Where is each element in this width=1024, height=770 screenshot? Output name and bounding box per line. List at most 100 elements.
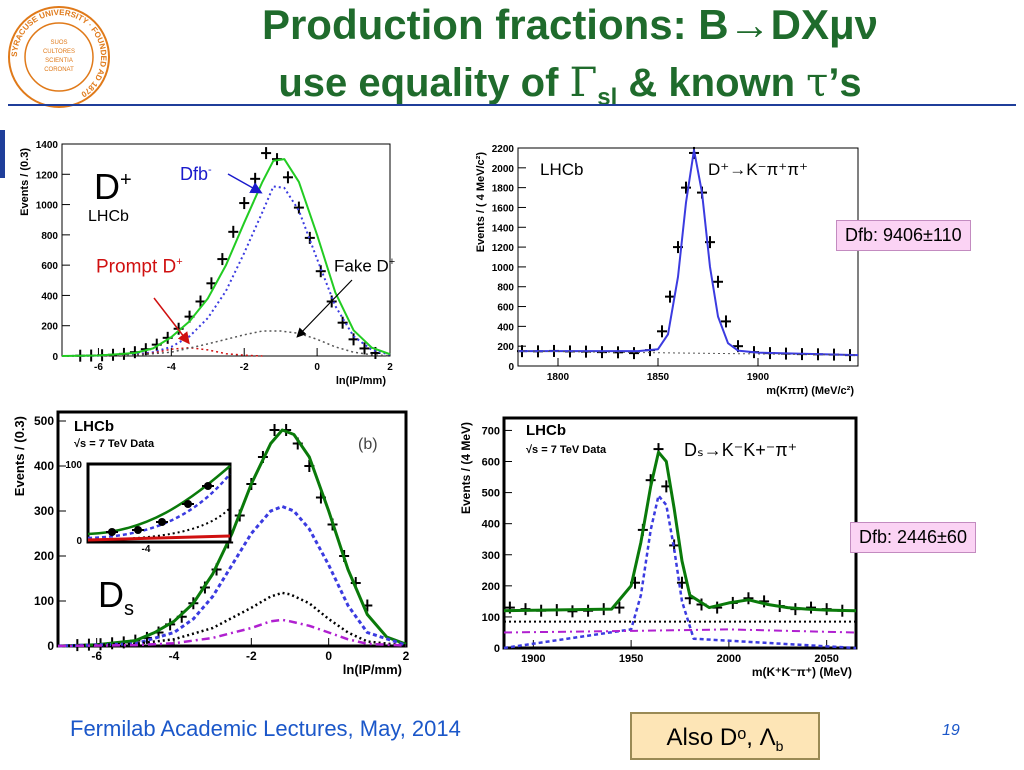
ds_mass-ylabel: Events / (4 MeV)	[459, 422, 473, 514]
ds-mass-lhcb: LHCb	[526, 422, 566, 439]
dplus_ip-xtick-label: 0	[314, 362, 320, 373]
fake-arrow	[296, 279, 353, 338]
dplus_ip-ytick-label: 0	[52, 352, 58, 363]
dplus_mass-xlabel: m(Kππ) (MeV/c²)	[766, 385, 854, 397]
dplus_mass-ytick-label: 600	[497, 303, 514, 314]
dplus_mass-ytick-label: 2000	[492, 164, 515, 175]
ds_ip-xtick-label: 0	[325, 649, 332, 663]
dplus_ip-ytick-label: 200	[41, 322, 58, 333]
dplus_ip-ytick-label: 1200	[36, 170, 59, 181]
chart-dplus-mass: 1800 1850 1900 0 200 400 600 800 1000 1200 1400 160…	[475, 144, 859, 397]
dplus_ip-dfb-curve	[61, 185, 391, 357]
dfb-arrow	[227, 173, 263, 194]
ds_ip-total-curve	[57, 428, 407, 648]
svg-text:CULTORES: CULTORES	[43, 49, 75, 55]
dplus_mass-ytick-label: 0	[508, 362, 514, 373]
dplus_mass-ytick-label: 1200	[492, 243, 515, 254]
chart-ds-ip: -6 -4 -2 0 2 0 100 200 300 400 500 ln(IP/mm) Events …	[12, 410, 410, 677]
chart-ds-mass: 1900 1950 2000 2050 0 100 200 300 400 500 600 700 m(…	[459, 416, 858, 679]
dplus-lhcb-label: LHCb	[88, 208, 129, 225]
dplus_ip-xtick-label: -4	[167, 362, 176, 373]
ds_ip-xtick-label: -2	[246, 649, 257, 663]
ds_ip-ytick-label: 0	[47, 639, 54, 653]
ds_mass-xlabel: m(K⁺K⁻π⁺) (MeV)	[752, 665, 852, 679]
dplus_mass-ylabel: Events / ( 4 MeV/c²)	[475, 152, 487, 253]
dplus-big-label: D+	[94, 166, 132, 207]
prompt-label: Prompt D+	[96, 256, 183, 278]
ds_ip-xtick-label: -4	[169, 649, 180, 663]
ds-inset-ytick-0: 0	[76, 536, 82, 547]
ds_ip-ylabel: Events / (0.3)	[12, 416, 27, 496]
left-accent-bar	[0, 130, 5, 178]
dplus_ip-xtick-label: -2	[240, 362, 249, 373]
dfb-label: Dfb-	[180, 164, 212, 184]
syracuse-seal: SYRACUSE UNIVERSITY · FOUNDED AD 1870 SU…	[8, 6, 110, 108]
dplus_mass-ytick-label: 1800	[492, 184, 515, 195]
prompt-arrow	[153, 297, 190, 345]
ds_ip-frame	[56, 410, 408, 648]
dplus_mass-ytick-label: 400	[497, 322, 514, 333]
ds-ip-data-label: √s = 7 TeV Data	[74, 438, 155, 450]
ds_ip-xtick-label: -6	[91, 649, 102, 663]
dplus_mass-ytick-label: 200	[497, 342, 514, 353]
ds_mass-ytick-label: 0	[494, 643, 500, 655]
dplus_mass-xtick-label: 1850	[647, 372, 670, 383]
svg-text:SUOS: SUOS	[50, 40, 67, 46]
ds_mass-total-curve	[503, 450, 857, 613]
ds_ip-xlabel: ln(IP/mm)	[343, 662, 402, 677]
dplus-mass-lhcb: LHCb	[540, 160, 584, 179]
dplus_ip-ytick-label: 800	[41, 231, 58, 242]
dfb-box-ds: Dfb: 2446±60	[850, 522, 976, 553]
ds-inset-signal-curve	[87, 473, 231, 540]
ds_ip-ytick-label: 300	[34, 504, 54, 518]
ds_mass-xtick-label: 2050	[814, 653, 838, 665]
page-number: 19	[942, 722, 960, 739]
chart-dplus-ip: -6 -4 -2 0 2 0 200 400 600 800 1000 1200 1400 ln(IP/m…	[19, 140, 393, 387]
dplus_ip-total-curve	[61, 158, 391, 357]
dfb-box-dplus: Dfb: 9406±110	[836, 220, 971, 251]
ds_mass-other-curve	[503, 628, 857, 634]
ds_ip-background-curve	[57, 591, 407, 648]
dplus_mass-ytick-label: 1600	[492, 203, 515, 214]
ds-inset-ytick-100: 100	[65, 460, 82, 471]
dplus_ip-xtick-label: 2	[387, 362, 393, 373]
dplus_mass-xtick-label: 1900	[747, 372, 770, 383]
ds-ip-panel-tag: (b)	[358, 436, 378, 453]
dplus_ip-ytick-label: 1400	[36, 140, 59, 151]
ds-big-label: Ds	[98, 574, 134, 621]
dplus_mass-frame	[517, 147, 859, 367]
svg-text:CORONAT: CORONAT	[44, 67, 74, 73]
ds_mass-xtick-label: 1900	[521, 653, 545, 665]
ds_ip-other-curve	[57, 618, 407, 648]
ds_ip-ytick-label: 100	[34, 594, 54, 608]
fake-label: Fake D+	[334, 256, 396, 276]
ds_ip-signal-curve	[57, 505, 407, 648]
dplus_ip-ylabel: Events / (0.3)	[19, 148, 31, 216]
ds_ip-xtick-label: 2	[403, 649, 410, 663]
dplus_mass-xtick-label: 1800	[547, 372, 570, 383]
dplus_ip-ytick-label: 400	[41, 291, 58, 302]
ds-ip-lhcb: LHCb	[74, 418, 114, 435]
ds_mass-ytick-label: 600	[482, 457, 500, 469]
slide-title-line1: Production fractions: B→DXμν	[261, 1, 879, 48]
ds_mass-xtick-label: 1950	[619, 653, 643, 665]
footer-text: Fermilab Academic Lectures, May, 2014	[70, 716, 461, 741]
dplus_ip-ytick-label: 1000	[36, 201, 59, 212]
ds_mass-xtick-label: 2000	[717, 653, 741, 665]
dplus_ip-xlabel: ln(IP/mm)	[336, 375, 386, 387]
ds_mass-ytick-label: 700	[482, 425, 500, 437]
dplus_ip-ytick-label: 600	[41, 261, 58, 272]
dplus_ip-frame	[61, 143, 391, 357]
dplus_mass-background-curve	[517, 350, 859, 356]
ds_ip-ytick-label: 500	[34, 414, 54, 428]
slide-title-line2: use equality of Γsl & known τ’s	[278, 60, 862, 111]
dplus_mass-ytick-label: 800	[497, 283, 514, 294]
ds-decay-label: Dₛ→K⁻K+⁻π⁺	[684, 440, 798, 460]
ds_mass-ytick-label: 500	[482, 488, 500, 500]
ds-mass-data-label: √s = 7 TeV Data	[526, 444, 607, 456]
ds_mass-ytick-label: 200	[482, 581, 500, 593]
ds_mass-ytick-label: 100	[482, 612, 500, 624]
ds_ip-ytick-label: 400	[34, 459, 54, 473]
dplus-decay-label: D⁺→K⁻π⁺π⁺	[708, 160, 808, 179]
ds_mass-ytick-label: 400	[482, 519, 500, 531]
